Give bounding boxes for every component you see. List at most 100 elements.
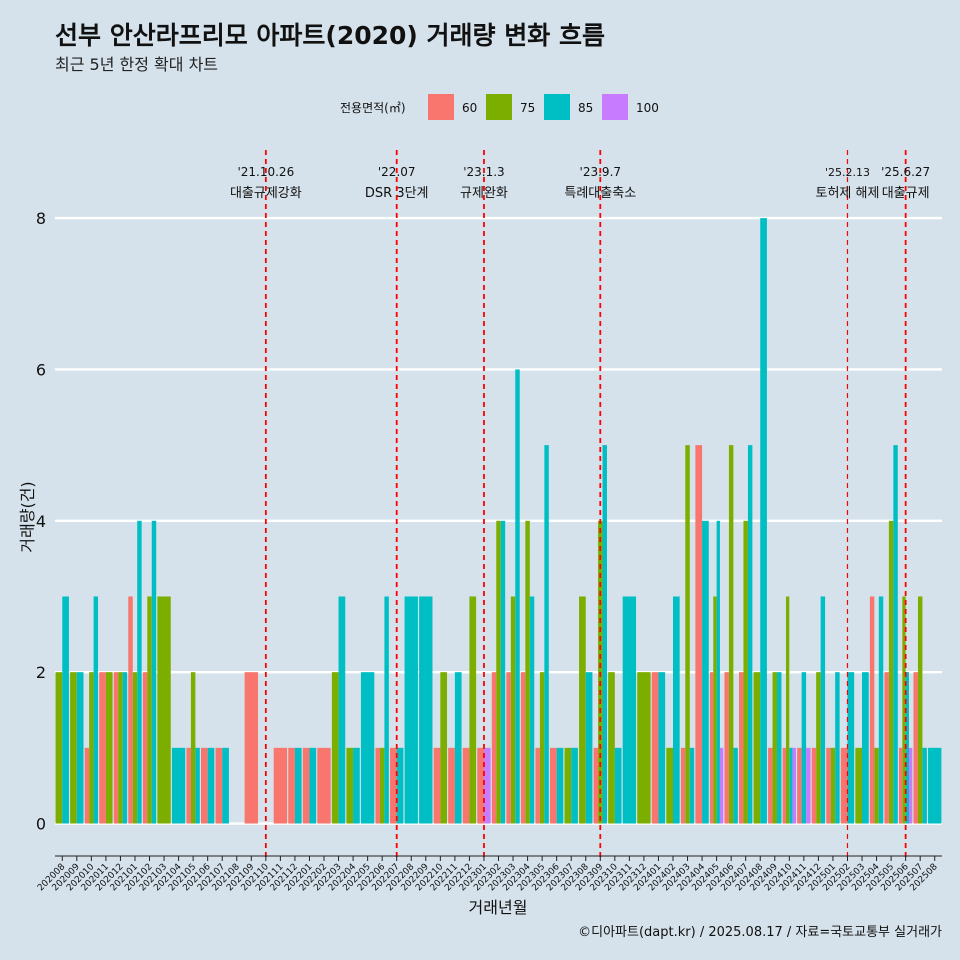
event-date-label: '25.6.27 [881, 165, 930, 179]
bar-202105-85 [195, 747, 200, 824]
bar-202112-60 [288, 747, 295, 824]
bar-202502-85 [847, 672, 855, 824]
bar-202311-85 [622, 596, 637, 824]
bar-202412-75 [816, 672, 821, 824]
bar-202212-60 [462, 747, 470, 824]
bar-202402-75 [666, 747, 673, 824]
x-axis-label: 거래년월 [469, 898, 528, 917]
bar-202009-75 [70, 672, 77, 824]
bar-202411-60 [797, 747, 802, 824]
chart-title: 선부 안산라프리모 아파트(2020) 거래량 변화 흐름 [55, 21, 605, 50]
plot-area: 0 2 4 6 8 '21.10.26 대출규제강화 '22.07 DSR 3단계 '23.1.3… [36, 150, 942, 893]
legend-title: 전용면적(㎡) [340, 101, 406, 115]
bar-202008-85 [62, 596, 69, 824]
legend-label-85: 85 [578, 101, 593, 115]
bar-202109-60 [244, 672, 258, 824]
bar-202505-60 [884, 672, 889, 824]
bar-202012-75 [118, 672, 123, 824]
bar-202208-85 [404, 596, 418, 824]
bar-202209-85 [419, 596, 433, 824]
bar-202312-75 [637, 672, 651, 824]
bar-202207-60 [390, 747, 397, 824]
event-label: 토허제 해제 [816, 186, 880, 201]
bar-202404-60 [695, 445, 703, 824]
bar-202306-85 [556, 747, 564, 824]
bar-202504-85 [878, 596, 884, 824]
bar-202204-85 [353, 747, 360, 824]
bar-202507-85 [922, 747, 927, 824]
bar-202012-60 [113, 672, 119, 824]
bar-202411-100 [806, 747, 811, 824]
bar-202011-60 [99, 672, 106, 824]
bar-202504-60 [869, 596, 875, 824]
bar-202408-85 [760, 218, 767, 824]
bar-202211-60 [448, 747, 455, 824]
bar-202501-60 [826, 747, 831, 824]
bar-202309-85 [602, 445, 607, 824]
bar-202501-85 [835, 672, 840, 824]
bar-202302-85 [500, 520, 506, 824]
event-date-label: '21.10.26 [237, 165, 294, 179]
y-tick-label: 0 [36, 815, 46, 834]
bar-202303-75 [510, 596, 516, 824]
bar-202206-85 [384, 596, 389, 824]
bar-202401-60 [651, 672, 659, 824]
bar-202012-85 [122, 672, 128, 824]
bar-202503-75 [855, 747, 863, 824]
bar-202409-75 [772, 672, 778, 824]
bar-202503-85 [862, 672, 869, 824]
bar-202305-75 [539, 672, 545, 824]
bar-202105-60 [186, 747, 191, 824]
bar-202409-85 [777, 672, 782, 824]
legend-key-60 [428, 94, 454, 120]
bar-202011-75 [105, 672, 113, 824]
bar-202403-60 [680, 747, 686, 824]
bar-202210-75 [440, 672, 448, 824]
bar-202107-85 [222, 747, 229, 824]
bar-202102-85 [151, 520, 157, 824]
bar-202306-60 [549, 747, 557, 824]
event-date-label: '22.07 [378, 165, 416, 179]
bar-202506-75 [902, 596, 906, 824]
bar-202402-85 [672, 596, 680, 824]
bar-202102-75 [147, 596, 152, 824]
bar-202305-85 [544, 445, 549, 824]
bar-202111-60 [273, 747, 288, 824]
bar-202412-60 [811, 747, 817, 824]
bar-202406-85 [733, 747, 738, 824]
bar-202103-75 [157, 596, 171, 824]
bar-202010-75 [89, 672, 94, 824]
bar-202412-85 [820, 596, 826, 824]
event-label: 특례대출축소 [564, 186, 636, 201]
bar-202505-85 [893, 445, 898, 824]
footer-caption: ©디아파트(dapt.kr) / 2025.08.17 / 자료=국토교통부 실… [578, 925, 942, 940]
legend-label-60: 60 [462, 101, 477, 115]
bar-202302-60 [491, 672, 497, 824]
bar-202410-85 [789, 747, 793, 824]
bar-202010-85 [93, 596, 99, 824]
bar-202410-60 [782, 747, 786, 824]
bar-202403-85 [689, 747, 695, 824]
bar-202303-60 [506, 672, 511, 824]
bar-202307-85 [571, 747, 578, 824]
bar-202508-85 [928, 747, 942, 824]
bar-202008-75 [55, 672, 63, 824]
bar-202410-75 [785, 596, 790, 824]
bar-202403-75 [685, 445, 690, 824]
bar-202301-100 [483, 747, 491, 824]
legend: 전용면적(㎡) 60 75 85 100 [340, 94, 659, 120]
bar-202104-85 [171, 747, 186, 824]
bar-202309-60 [593, 747, 599, 824]
bar-202307-75 [564, 747, 572, 824]
bar-202106-60 [200, 747, 208, 824]
bar-202407-85 [747, 445, 753, 824]
bar-202405-75 [713, 596, 717, 824]
bar-202505-75 [888, 520, 894, 824]
bar-202410-100 [792, 747, 797, 824]
bar-202301-60 [477, 747, 484, 824]
bar-202201-85 [309, 747, 317, 824]
bar-202210-60 [433, 747, 441, 824]
event-label: 대출규제강화 [230, 186, 302, 201]
bar-202507-60 [913, 672, 918, 824]
